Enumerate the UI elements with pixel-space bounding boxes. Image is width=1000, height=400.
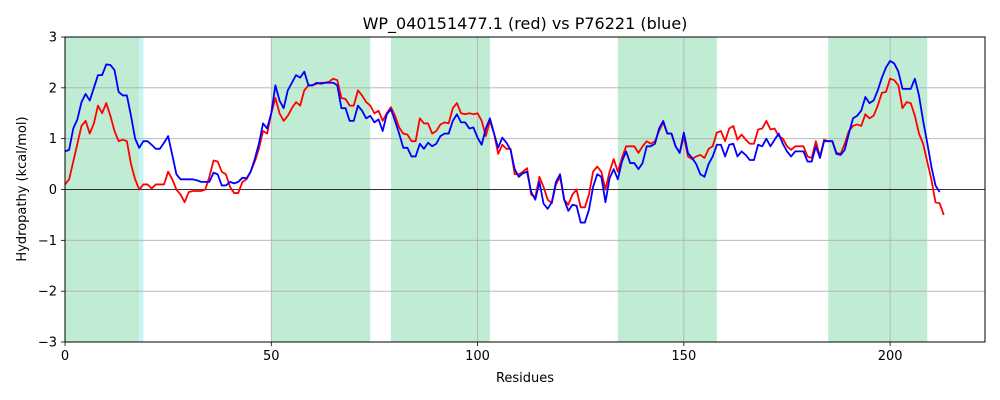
y-tick-label-2: −1: [38, 234, 57, 249]
x-tick-label-3: 150: [671, 349, 696, 364]
x-axis-ticks: 0 50 100 150 200: [61, 342, 903, 364]
y-tick-label-6: 3: [49, 31, 57, 46]
y-tick-label-3: 0: [49, 183, 57, 198]
series-line-1: [64, 59, 941, 224]
y-axis-label: Hydropathy (kcal/mol): [15, 116, 30, 261]
x-tick-label-4: 200: [878, 349, 903, 364]
y-axis-ticks: −3 −2 −1 0 1 2 3: [38, 31, 65, 351]
y-tick-label-0: −3: [38, 336, 57, 351]
y-tick-label-4: 1: [49, 132, 57, 147]
y-tick-label-5: 2: [49, 81, 57, 96]
x-tick-label-2: 100: [465, 349, 490, 364]
x-axis-label: Residues: [496, 371, 554, 386]
x-tick-label-1: 50: [263, 349, 280, 364]
series-line-0: [64, 77, 945, 216]
x-tick-label-0: 0: [61, 349, 69, 364]
y-tick-label-1: −2: [38, 285, 57, 300]
series-lines: [64, 59, 945, 224]
chart-title: WP_040151477.1 (red) vs P76221 (blue): [363, 14, 688, 34]
